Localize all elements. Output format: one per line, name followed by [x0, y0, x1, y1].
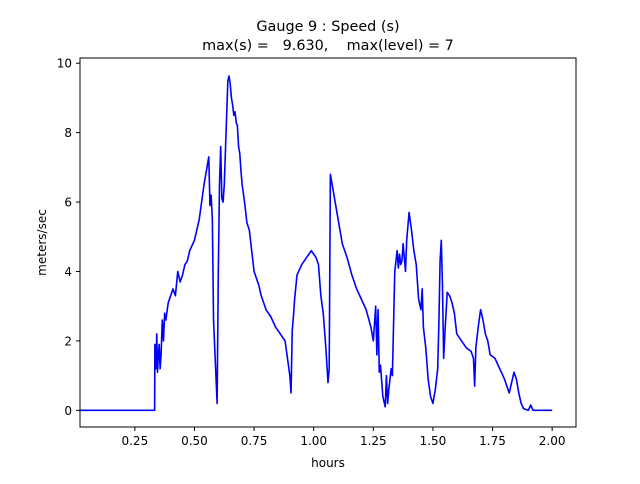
chart-title-line-2: max(s) = 9.630, max(level) = 7: [202, 38, 454, 54]
x-tick-label: 0.25: [121, 434, 148, 448]
plot-area: [79, 57, 577, 428]
x-axis: 0.25 0.50 0.75 1.00 1.25 1.50 1.75 2.00: [121, 427, 566, 448]
x-axis-label: hours: [311, 456, 345, 470]
y-axis-label: meters/sec: [35, 209, 49, 276]
y-tick-label: 8: [64, 126, 72, 140]
y-tick-label: 6: [64, 196, 72, 210]
y-tick-label: 2: [64, 334, 72, 348]
x-tick-label: 1.75: [479, 434, 506, 448]
y-tick-label: 10: [57, 57, 72, 71]
chart-title-line-1: Gauge 9 : Speed (s): [256, 19, 399, 35]
x-tick-label: 2.00: [539, 434, 566, 448]
y-tick-label: 4: [64, 265, 72, 279]
x-tick-label: 1.25: [360, 434, 387, 448]
x-tick-label: 1.00: [300, 434, 327, 448]
speed-series-line: [80, 75, 553, 412]
x-tick-label: 0.50: [181, 434, 208, 448]
y-tick-label: 0: [64, 404, 72, 418]
axes-frame: [79, 57, 577, 428]
x-tick-label: 1.50: [420, 434, 447, 448]
y-axis: 0 2 4 6 8 10: [57, 57, 80, 418]
x-tick-label: 0.75: [241, 434, 268, 448]
